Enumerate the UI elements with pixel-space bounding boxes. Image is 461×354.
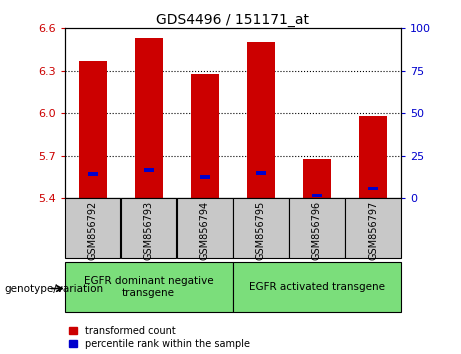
FancyBboxPatch shape [233,198,289,258]
Bar [191,74,219,198]
FancyBboxPatch shape [345,198,401,258]
Text: genotype/variation: genotype/variation [5,284,104,293]
FancyBboxPatch shape [177,198,232,258]
Bar [78,61,106,198]
Bar [200,175,210,179]
Bar [256,171,266,175]
Text: GSM856792: GSM856792 [88,201,98,261]
Text: GSM856796: GSM856796 [312,201,322,261]
FancyBboxPatch shape [65,198,120,258]
Bar [135,38,163,198]
FancyBboxPatch shape [121,198,177,258]
FancyBboxPatch shape [233,262,401,312]
Bar [247,42,275,198]
Bar [303,159,331,198]
Text: GSM856795: GSM856795 [256,201,266,261]
Text: EGFR activated transgene: EGFR activated transgene [249,282,385,292]
Text: EGFR dominant negative
transgene: EGFR dominant negative transgene [84,276,213,298]
FancyBboxPatch shape [65,262,232,312]
Legend: transformed count, percentile rank within the sample: transformed count, percentile rank withi… [70,326,250,349]
Bar [359,116,387,198]
Bar [88,172,98,176]
Bar [144,168,154,172]
Text: GSM856793: GSM856793 [144,201,154,261]
FancyBboxPatch shape [289,198,345,258]
Bar [368,187,378,190]
Text: GSM856794: GSM856794 [200,201,210,261]
Title: GDS4496 / 151171_at: GDS4496 / 151171_at [156,13,309,27]
Text: GSM856797: GSM856797 [368,201,378,261]
Bar [312,194,322,197]
